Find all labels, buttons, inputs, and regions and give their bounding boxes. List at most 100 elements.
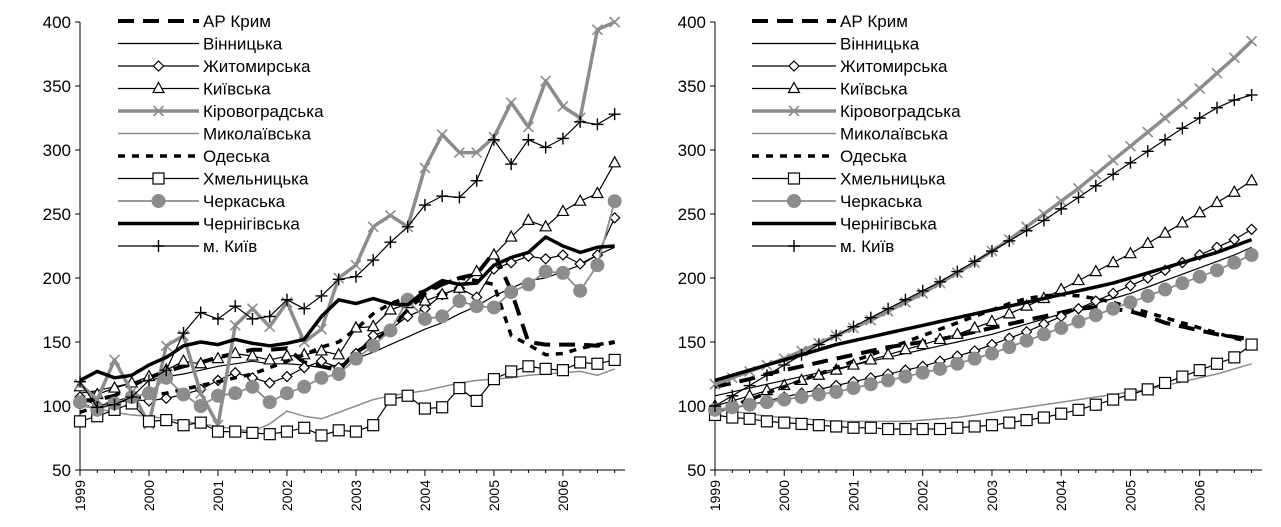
data-point	[452, 280, 466, 293]
data-point	[795, 348, 808, 361]
data-point	[847, 320, 860, 333]
data-point	[470, 174, 483, 187]
data-point	[1176, 370, 1189, 383]
data-point	[315, 429, 328, 442]
data-point	[1107, 393, 1120, 406]
data-point	[401, 310, 414, 323]
data-point	[968, 255, 981, 268]
data-point	[1054, 320, 1069, 335]
legend-label: Вінницька	[840, 35, 920, 54]
data-point	[487, 133, 500, 146]
legend-swatch-marker	[787, 194, 801, 208]
data-point	[951, 421, 964, 434]
data-point	[540, 75, 552, 87]
data-point	[73, 415, 87, 428]
data-point	[573, 283, 588, 298]
data-point	[1210, 101, 1223, 114]
data-point	[1003, 234, 1016, 247]
data-point	[591, 357, 604, 370]
x-tick-label: 2004	[417, 480, 433, 511]
data-point	[1020, 413, 1033, 427]
data-point	[898, 369, 913, 384]
data-point	[1228, 52, 1240, 64]
legend-label: Житомирська	[840, 57, 948, 76]
data-point	[1072, 182, 1085, 194]
data-point	[1123, 246, 1137, 259]
legend-item: Кіровоградська	[752, 102, 961, 121]
legend-label: Одеська	[840, 147, 907, 166]
data-point	[280, 425, 294, 438]
x-tick-label: 2000	[776, 480, 792, 511]
data-point	[933, 361, 948, 376]
data-point	[863, 377, 878, 392]
data-point	[916, 284, 929, 297]
data-point	[245, 348, 259, 361]
data-point	[777, 392, 792, 407]
data-point	[384, 209, 397, 221]
data-point	[194, 416, 207, 429]
data-point	[384, 393, 397, 406]
data-point	[160, 340, 172, 352]
y-tick-label: 100	[43, 397, 71, 416]
data-point	[298, 361, 311, 374]
data-point	[487, 373, 501, 386]
data-point	[522, 360, 535, 373]
data-point	[264, 321, 276, 333]
legend-item: Черкаська	[118, 192, 286, 211]
data-point	[367, 419, 380, 432]
data-point	[1106, 301, 1121, 316]
data-point	[556, 132, 569, 145]
series-9	[73, 194, 622, 417]
data-point	[916, 422, 929, 436]
data-point	[246, 312, 259, 325]
series-10	[79, 235, 615, 382]
data-point	[881, 373, 896, 388]
legend-label: Чернігівська	[840, 215, 937, 234]
data-point	[1245, 223, 1258, 236]
series-8	[73, 353, 621, 442]
data-point	[916, 337, 930, 350]
series-1	[714, 305, 1252, 389]
data-point	[74, 375, 86, 388]
legend-swatch-marker	[151, 194, 166, 208]
x-tick-label: 2002	[279, 480, 295, 511]
data-point	[1158, 225, 1172, 238]
data-point	[504, 285, 519, 300]
series-line	[79, 113, 616, 408]
data-point	[229, 300, 242, 313]
data-point	[1159, 133, 1172, 146]
data-point	[314, 343, 328, 356]
data-point	[1107, 287, 1119, 300]
data-point	[471, 146, 483, 159]
legend-swatch-marker	[152, 60, 165, 72]
data-point	[315, 323, 328, 335]
data-point	[574, 258, 587, 270]
data-point	[1038, 208, 1050, 220]
y-tick-label: 50	[687, 461, 706, 480]
data-point	[1055, 407, 1068, 420]
data-point	[505, 97, 517, 109]
series-5	[74, 16, 621, 431]
y-tick-label: 250	[678, 205, 706, 224]
data-point	[1193, 364, 1206, 377]
data-point	[142, 415, 156, 428]
x-tick-label: 2005	[486, 480, 502, 511]
legend-item: м. Київ	[118, 237, 257, 256]
x-tick-label: 2002	[915, 480, 931, 511]
data-point	[141, 386, 156, 401]
legend-item: Житомирська	[118, 57, 311, 76]
data-point	[539, 252, 552, 265]
y-tick-label: 250	[43, 205, 71, 224]
y-tick-label: 350	[43, 77, 71, 96]
data-point	[830, 420, 843, 433]
data-point	[1124, 156, 1137, 169]
data-point	[951, 265, 964, 278]
data-point	[864, 311, 877, 324]
data-point	[709, 400, 721, 412]
legend-label: Хмельницька	[203, 170, 309, 189]
data-point	[160, 364, 173, 377]
y-tick-label: 300	[678, 141, 706, 160]
legend-item: Хмельницька	[118, 170, 309, 189]
